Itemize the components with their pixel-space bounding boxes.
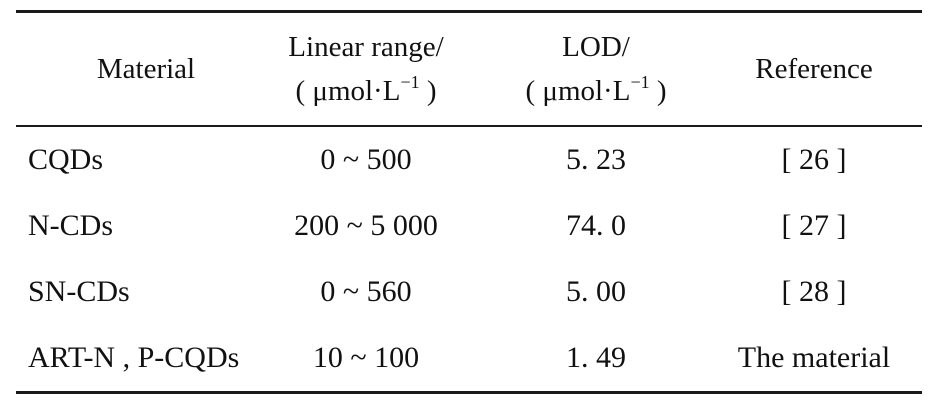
cell-reference: The material <box>737 340 891 374</box>
cell-linear-range: 200 ~ 5 000 <box>294 208 438 242</box>
cell-linear-range: 0 ~ 560 <box>320 274 412 308</box>
cell-lod: 1. 49 <box>566 340 626 374</box>
header-linear-range: Linear range/ ( μmol·L−1 ) <box>246 26 486 111</box>
cell-reference: [ 28 ] <box>781 274 847 308</box>
cell-linear-range: 10 ~ 100 <box>312 340 420 374</box>
unit-exponent: −1 <box>400 71 420 92</box>
header-lod: LOD/ ( μmol·L−1 ) <box>486 26 706 111</box>
table-header-row: Material Linear range/ ( μmol·L−1 ) LOD/… <box>16 13 922 125</box>
cell-linear-range: 0 ~ 500 <box>320 142 412 176</box>
header-lod-label: LOD/ <box>562 31 630 64</box>
cell-material: CQDs <box>28 142 104 176</box>
comparison-table: Material Linear range/ ( μmol·L−1 ) LOD/… <box>16 10 922 394</box>
table-header-rule <box>16 125 922 127</box>
table-row: N-CDs 200 ~ 5 000 74. 0 [ 27 ] <box>16 193 922 259</box>
cell-reference: [ 27 ] <box>781 208 847 242</box>
header-material-label: Material <box>96 52 196 85</box>
header-reference-label: Reference <box>755 52 873 85</box>
table-row: SN-CDs 0 ~ 560 5. 00 [ 28 ] <box>16 259 922 325</box>
unit-base: ( μmol·L <box>525 74 631 107</box>
cell-lod: 5. 23 <box>566 142 626 176</box>
unit-close: ) <box>419 74 437 107</box>
table-row: ART-N , P-CQDs 10 ~ 100 1. 49 The materi… <box>16 325 922 391</box>
unit-exponent: −1 <box>630 71 650 92</box>
table-row: CQDs 0 ~ 500 5. 23 [ 26 ] <box>16 127 922 193</box>
unit-base: ( μmol·L <box>295 74 401 107</box>
table-body: CQDs 0 ~ 500 5. 23 [ 26 ] N-CDs 200 ~ 5 … <box>16 127 922 391</box>
header-reference: Reference <box>706 48 922 90</box>
cell-material: ART-N , P-CQDs <box>28 340 240 374</box>
cell-material: N-CDs <box>28 208 114 242</box>
table-top-rule <box>16 10 922 13</box>
unit-close: ) <box>649 74 667 107</box>
cell-reference: [ 26 ] <box>781 142 847 176</box>
cell-lod: 5. 00 <box>566 274 626 308</box>
cell-lod: 74. 0 <box>566 208 626 242</box>
header-linear-range-unit: ( μmol·L−1 ) <box>246 69 486 112</box>
table-bottom-rule <box>16 391 922 394</box>
header-material: Material <box>16 48 246 90</box>
header-linear-range-label: Linear range/ <box>288 31 444 64</box>
header-lod-unit: ( μmol·L−1 ) <box>486 69 706 112</box>
cell-material: SN-CDs <box>28 274 130 308</box>
